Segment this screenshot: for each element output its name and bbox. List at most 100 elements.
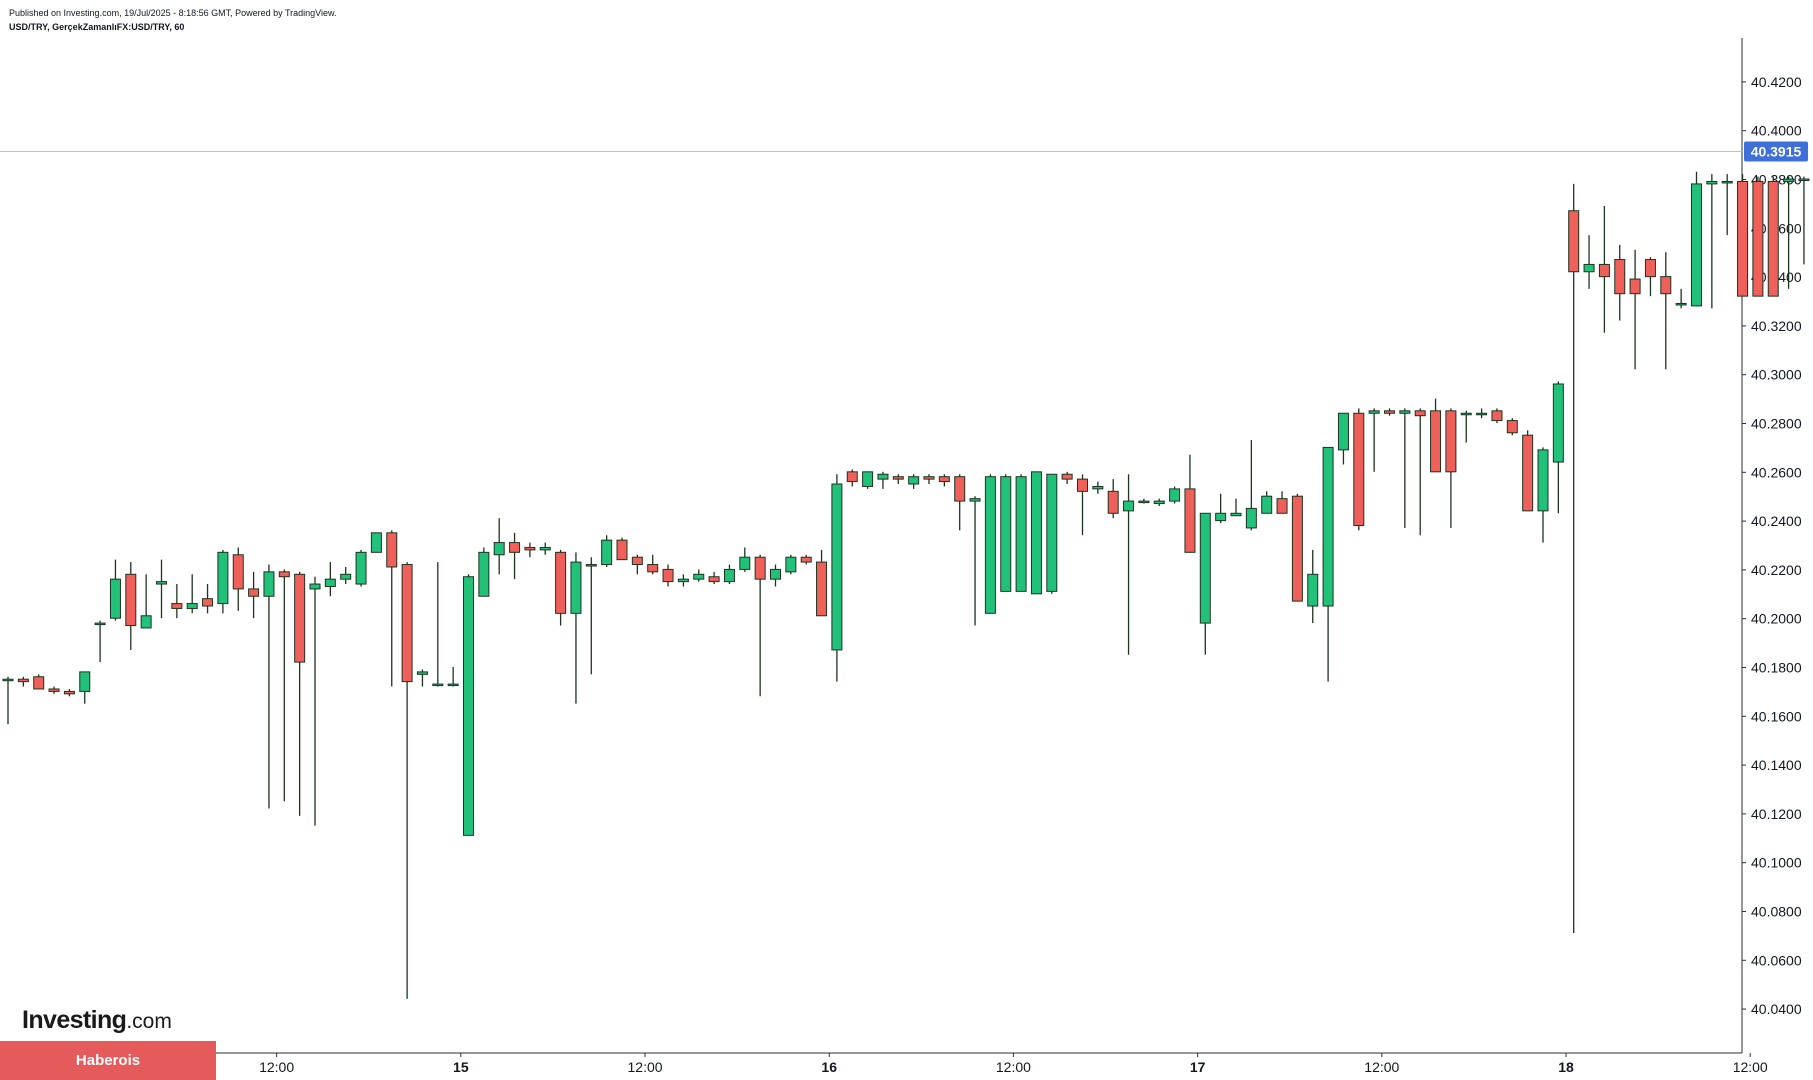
candle	[171, 584, 183, 619]
candle-body-up	[478, 551, 490, 597]
candle-body-down	[1598, 263, 1610, 278]
candle	[1322, 446, 1334, 682]
chart-header: Published on Investing.com, 19/Jul/2025 …	[9, 6, 337, 34]
candle-body-up	[1798, 178, 1810, 182]
candle	[892, 474, 904, 485]
candle	[109, 559, 121, 621]
candle-body-up	[1153, 500, 1165, 505]
x-tick-label: 12:00	[1364, 1059, 1399, 1075]
candle-body-up	[1138, 500, 1150, 504]
candle	[2, 676, 14, 725]
candle	[140, 574, 152, 629]
candle	[1614, 244, 1626, 321]
y-tick-label: 40.2000	[1751, 611, 1802, 627]
candle-body-up	[1552, 383, 1564, 463]
candle-body-up	[1322, 446, 1334, 607]
candle-body-up	[984, 476, 996, 614]
candle	[94, 620, 106, 663]
candle-body-down	[524, 546, 536, 551]
candle	[186, 574, 198, 614]
x-tick-label: 15	[453, 1059, 469, 1075]
candle-body-down	[17, 678, 29, 683]
candle-body-down	[662, 568, 674, 583]
candle	[1506, 418, 1518, 436]
candle-body-down	[1384, 410, 1395, 414]
candle-body-up	[1261, 495, 1273, 514]
y-tick-label: 40.0400	[1751, 1001, 1802, 1017]
candle-body-up	[585, 564, 597, 567]
candle	[631, 554, 643, 575]
candle-body-up	[1015, 476, 1027, 592]
candle	[1353, 408, 1365, 531]
candle-body-down	[1184, 488, 1196, 553]
candle-body-down	[1291, 495, 1303, 602]
candle	[954, 474, 966, 531]
candle-body-up	[1368, 410, 1380, 414]
candle-body-down	[248, 588, 260, 597]
candle	[969, 496, 981, 626]
candle	[1169, 486, 1181, 504]
candle	[1123, 474, 1135, 655]
candle	[263, 564, 275, 809]
candle	[923, 474, 935, 485]
candle	[370, 532, 382, 553]
last-price-marker: 40.3915	[1744, 141, 1808, 162]
candle-body-down	[1614, 259, 1626, 295]
candle	[539, 542, 551, 555]
candle-body-up	[1030, 471, 1042, 595]
candle	[156, 559, 167, 619]
candles	[2, 171, 1810, 999]
candle-body-up	[1199, 512, 1211, 624]
x-tick-label: 16	[821, 1059, 837, 1075]
candle	[1061, 471, 1073, 485]
candle-body-down	[616, 539, 628, 561]
candle	[1199, 512, 1211, 655]
candle	[831, 474, 843, 682]
candle	[1077, 474, 1088, 536]
candle-body-up	[1583, 263, 1595, 273]
candle-body-up	[1706, 180, 1718, 185]
candle-body-up	[908, 476, 920, 485]
candle	[1552, 381, 1564, 514]
candle	[478, 547, 490, 597]
candle	[1107, 479, 1119, 519]
candle	[1752, 176, 1764, 297]
candle	[1000, 474, 1012, 592]
candle-body-up	[539, 546, 551, 551]
y-tick-label: 40.4000	[1751, 123, 1802, 139]
candle-body-down	[892, 476, 904, 480]
candle	[1644, 257, 1656, 297]
candle-body-down	[171, 603, 183, 609]
candle-body-down	[125, 573, 137, 627]
candle-body-up	[1399, 410, 1411, 414]
candle-body-up	[677, 578, 689, 583]
candle	[463, 574, 474, 836]
x-tick-label: 17	[1190, 1059, 1206, 1075]
candle-body-up	[1230, 512, 1242, 517]
candle-body-up	[1215, 512, 1227, 522]
candle	[616, 537, 628, 561]
candle	[770, 564, 781, 587]
candle	[708, 571, 720, 585]
symbol-label: USD/TRY, GerçekZamanlıFX:USD/TRY, 60	[9, 22, 185, 32]
y-tick-label: 40.0800	[1751, 903, 1802, 919]
candle-body-up	[109, 578, 121, 619]
candle-body-down	[1107, 490, 1119, 514]
y-tick-label: 40.1200	[1751, 806, 1802, 822]
candle	[585, 557, 597, 675]
candle-body-up	[463, 576, 474, 836]
y-tick-label: 40.1400	[1751, 757, 1802, 773]
candle	[79, 671, 91, 704]
candle	[1399, 408, 1411, 528]
candle	[278, 569, 290, 802]
candle	[1384, 408, 1395, 416]
candle-body-down	[63, 690, 75, 695]
candle-body-up	[831, 483, 843, 651]
candle	[984, 474, 996, 614]
candle-body-up	[1092, 485, 1104, 490]
candle	[1460, 410, 1472, 443]
candle-body-down	[846, 471, 858, 483]
y-tick-label: 40.1000	[1751, 855, 1802, 871]
candle-body-up	[493, 542, 505, 556]
